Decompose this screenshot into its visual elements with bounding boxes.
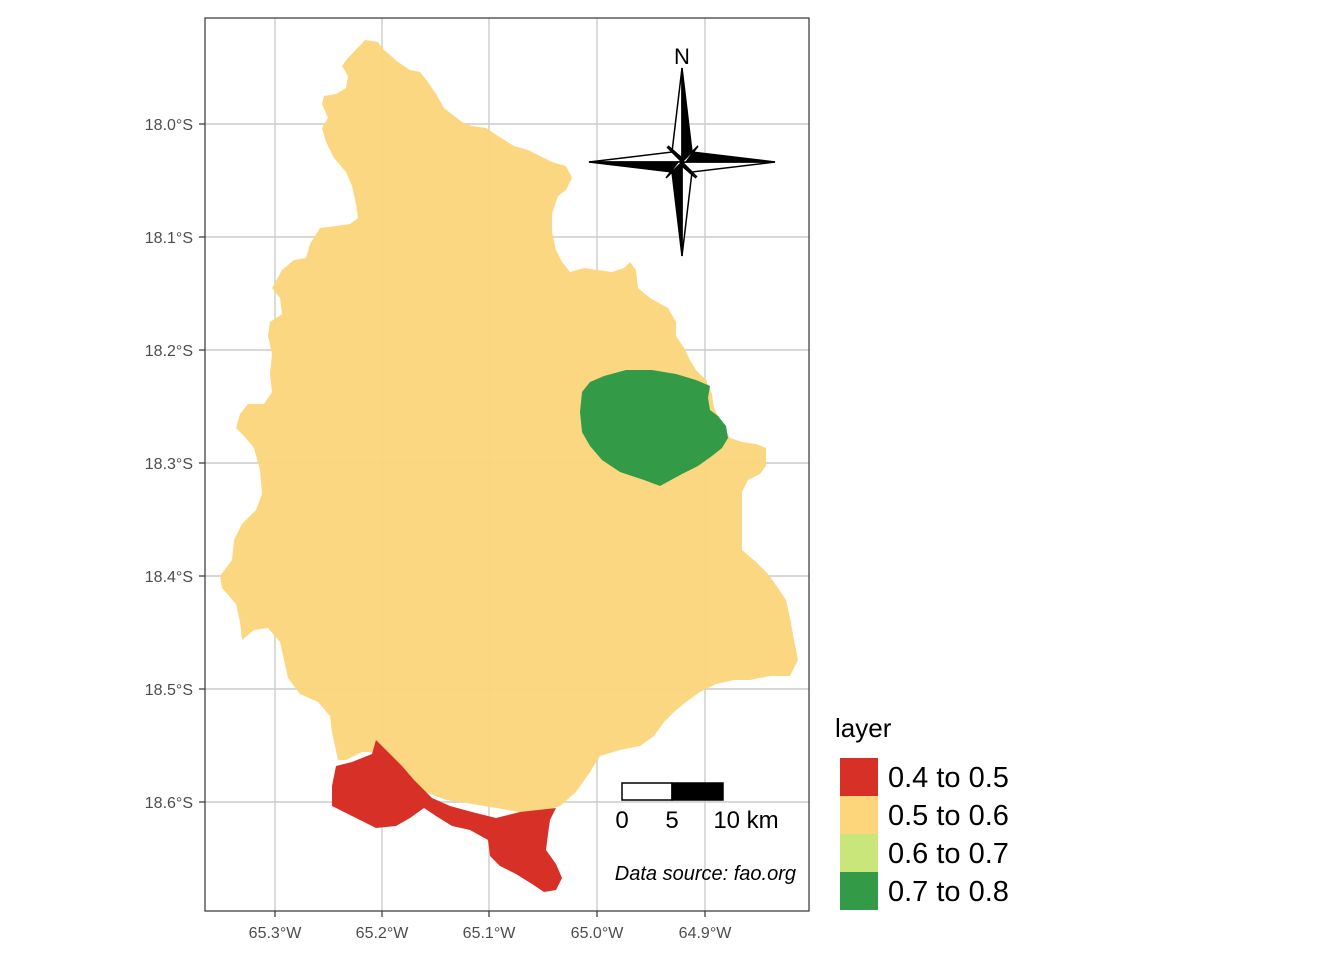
legend-swatch [840, 758, 878, 796]
scale-bar-segment-black [671, 782, 724, 801]
north-arrow-label: N [674, 44, 690, 69]
data-source-note: Data source: fao.org [615, 863, 796, 885]
legend: layer 0.4 to 0.5 0.5 to 0.6 0.6 to 0.7 0… [835, 713, 1009, 910]
x-tick-label: 65.1°W [463, 925, 517, 942]
region-0-4-to-0-5 [332, 740, 562, 892]
y-tick-label: 18.6°S [145, 795, 193, 812]
y-tick-label: 18.1°S [145, 230, 193, 247]
north-arrow [588, 67, 776, 257]
legend-label: 0.7 to 0.8 [888, 876, 1009, 908]
scale-label-5: 5 [665, 807, 678, 834]
legend-title: layer [835, 713, 892, 743]
x-tick-label: 65.0°W [571, 925, 625, 942]
legend-swatch [840, 834, 878, 872]
y-tick-label: 18.5°S [145, 682, 193, 699]
region-0-7-to-0-8 [580, 370, 728, 486]
scale-bar-segment-white [621, 782, 673, 801]
y-tick-label: 18.2°S [145, 343, 193, 360]
x-tick-label: 65.3°W [249, 925, 303, 942]
scale-label-10km: 10 km [713, 807, 778, 834]
y-tick-label: 18.4°S [145, 569, 193, 586]
x-tick-label: 64.9°W [679, 925, 733, 942]
scale-label-0: 0 [615, 807, 628, 834]
legend-label: 0.5 to 0.6 [888, 800, 1009, 832]
scale-bar [621, 782, 724, 801]
legend-swatch [840, 796, 878, 834]
legend-label: 0.6 to 0.7 [888, 838, 1009, 870]
region-0-5-to-0-6 [220, 40, 798, 812]
y-tick-label: 18.0°S [145, 117, 193, 134]
legend-swatch [840, 872, 878, 910]
map-panel-border [204, 17, 810, 912]
legend-label: 0.4 to 0.5 [888, 762, 1009, 794]
x-tick-label: 65.2°W [356, 925, 410, 942]
y-tick-label: 18.3°S [145, 456, 193, 473]
axis-ticks [199, 123, 706, 917]
